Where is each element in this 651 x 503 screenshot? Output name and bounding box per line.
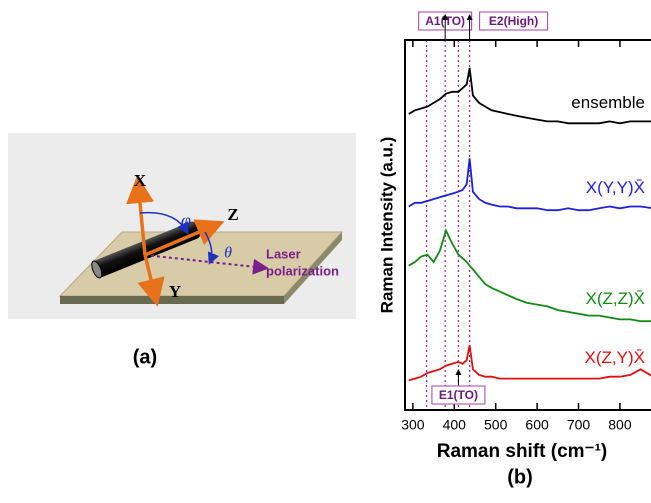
annotation-label: E2(High)	[489, 14, 538, 28]
x-tick-label: 400	[443, 417, 467, 433]
annotation-label: E1(TO)	[439, 388, 478, 402]
axis-label: Z	[227, 205, 238, 224]
x-tick-label: 300	[401, 417, 425, 433]
series-label: X(Y,Y)X̄	[586, 178, 645, 197]
angle-label: θ	[224, 245, 232, 262]
x-tick-label: 500	[484, 417, 508, 433]
y-axis-label: Raman Intensity (a.u.)	[377, 137, 396, 314]
panel-label: (b)	[507, 466, 533, 488]
x-tick-label: 800	[608, 417, 632, 433]
panel-label: (a)	[133, 346, 157, 368]
x-tick-label: 700	[567, 417, 591, 433]
x-tick-label: 600	[525, 417, 549, 433]
panel-b: (b) Raman shift (cm⁻¹) Raman Intensity (…	[377, 12, 651, 488]
laser-label: Laser	[266, 246, 301, 261]
laser-label: polarization	[266, 263, 339, 278]
axis-label: Y	[169, 282, 181, 301]
axis-label: X	[134, 171, 147, 190]
series-label: X(Z,Z)X̄	[586, 289, 646, 308]
panel-a: X Z Y φ θ Laser polarization (a)	[8, 133, 356, 368]
series-label: X(Z,Y)X̄	[585, 348, 645, 367]
angle-label: φ	[181, 210, 191, 230]
series-label: ensemble	[571, 93, 645, 112]
figure: X Z Y φ θ Laser polarization (a) (b) Ram…	[0, 0, 651, 503]
x-axis-label: Raman shift (cm⁻¹)	[437, 441, 608, 462]
